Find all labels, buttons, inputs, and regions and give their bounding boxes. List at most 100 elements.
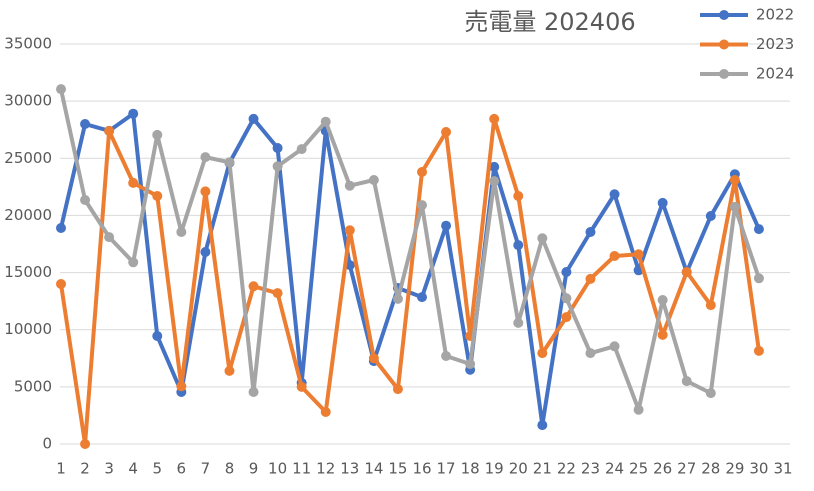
x-tick-label: 13 bbox=[340, 460, 359, 478]
point bbox=[489, 161, 500, 172]
point bbox=[513, 240, 524, 251]
chart-title: 売電量 202406 bbox=[464, 8, 635, 36]
point bbox=[200, 152, 211, 163]
point bbox=[705, 300, 716, 311]
point bbox=[200, 186, 211, 197]
x-tick-label: 7 bbox=[201, 460, 211, 478]
x-tick-label: 8 bbox=[225, 460, 235, 478]
point bbox=[56, 223, 66, 233]
point bbox=[224, 157, 235, 168]
point bbox=[585, 227, 596, 237]
x-tick-label: 1 bbox=[56, 460, 66, 478]
point bbox=[561, 293, 572, 304]
x-tick-label: 17 bbox=[437, 460, 456, 478]
x-tick-label: 9 bbox=[249, 460, 259, 478]
point bbox=[657, 197, 668, 208]
point bbox=[513, 317, 524, 328]
point bbox=[152, 331, 163, 341]
legend-label: 2022 bbox=[756, 6, 794, 24]
point bbox=[80, 195, 91, 205]
point bbox=[561, 312, 572, 323]
point bbox=[441, 220, 452, 231]
x-tick-label: 31 bbox=[773, 460, 792, 478]
x-tick-label: 24 bbox=[605, 460, 624, 478]
point bbox=[152, 191, 163, 201]
point bbox=[705, 388, 716, 399]
x-tick-label: 21 bbox=[533, 460, 552, 478]
point bbox=[128, 177, 139, 188]
point bbox=[561, 267, 572, 277]
point bbox=[344, 180, 355, 191]
x-tick-label: 28 bbox=[701, 460, 720, 478]
series-line bbox=[59, 88, 761, 412]
y-tick-label: 35000 bbox=[4, 35, 52, 53]
point bbox=[200, 247, 211, 257]
series-line bbox=[59, 116, 761, 446]
y-tick-label: 15000 bbox=[4, 263, 52, 281]
point bbox=[753, 224, 764, 235]
point bbox=[392, 293, 403, 304]
point bbox=[441, 351, 452, 361]
x-tick-label: 15 bbox=[388, 460, 407, 478]
point bbox=[633, 404, 644, 415]
point bbox=[176, 227, 187, 237]
legend-marker bbox=[719, 10, 729, 20]
point bbox=[152, 129, 163, 140]
legend-label: 2024 bbox=[756, 65, 794, 83]
x-tick-label: 16 bbox=[412, 460, 431, 478]
point bbox=[657, 329, 668, 340]
x-tick-label: 22 bbox=[557, 460, 576, 478]
point bbox=[248, 113, 259, 124]
point bbox=[80, 439, 91, 449]
x-tick-label: 30 bbox=[749, 460, 768, 478]
point bbox=[609, 189, 620, 200]
point bbox=[729, 201, 740, 212]
point bbox=[296, 144, 307, 155]
point bbox=[272, 161, 283, 172]
point bbox=[537, 233, 548, 244]
x-tick-label: 19 bbox=[485, 460, 504, 478]
y-tick-label: 10000 bbox=[4, 320, 52, 338]
point bbox=[537, 348, 548, 359]
point bbox=[248, 281, 259, 292]
x-tick-label: 2 bbox=[80, 460, 90, 478]
point bbox=[441, 127, 452, 137]
point bbox=[729, 175, 740, 185]
point bbox=[705, 211, 716, 221]
point bbox=[176, 381, 187, 392]
y-tick-label: 30000 bbox=[4, 92, 52, 110]
point bbox=[585, 273, 596, 284]
point bbox=[320, 407, 331, 417]
point bbox=[657, 295, 668, 305]
point bbox=[585, 348, 596, 359]
point bbox=[633, 249, 644, 260]
point bbox=[489, 113, 500, 124]
x-tick-label: 27 bbox=[677, 460, 696, 478]
point bbox=[80, 119, 91, 129]
x-tick-label: 6 bbox=[177, 460, 187, 478]
x-tick-label: 18 bbox=[461, 460, 480, 478]
point bbox=[513, 191, 524, 201]
x-tick-label: 20 bbox=[509, 460, 528, 478]
x-tick-label: 4 bbox=[128, 460, 138, 478]
point bbox=[368, 175, 379, 185]
point bbox=[609, 251, 620, 261]
point bbox=[128, 108, 139, 119]
point bbox=[272, 143, 283, 153]
point bbox=[104, 232, 115, 243]
point bbox=[296, 381, 307, 392]
point bbox=[417, 167, 427, 177]
point bbox=[56, 84, 66, 95]
point bbox=[128, 257, 139, 268]
x-tick-label: 25 bbox=[629, 460, 648, 478]
point bbox=[537, 420, 548, 431]
y-tick-label: 0 bbox=[42, 435, 52, 453]
point bbox=[248, 387, 259, 397]
point bbox=[609, 341, 620, 352]
x-tick-label: 5 bbox=[152, 460, 162, 478]
point bbox=[681, 376, 692, 387]
point bbox=[465, 359, 476, 369]
x-tick-label: 26 bbox=[653, 460, 672, 478]
